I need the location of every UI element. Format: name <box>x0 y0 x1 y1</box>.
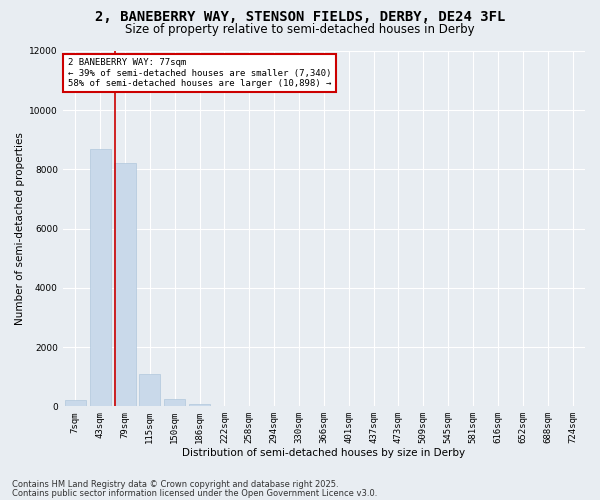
Text: 2, BANEBERRY WAY, STENSON FIELDS, DERBY, DE24 3FL: 2, BANEBERRY WAY, STENSON FIELDS, DERBY,… <box>95 10 505 24</box>
X-axis label: Distribution of semi-detached houses by size in Derby: Distribution of semi-detached houses by … <box>182 448 466 458</box>
Text: Size of property relative to semi-detached houses in Derby: Size of property relative to semi-detach… <box>125 22 475 36</box>
Bar <box>89 148 110 406</box>
Text: Contains public sector information licensed under the Open Government Licence v3: Contains public sector information licen… <box>12 488 377 498</box>
Y-axis label: Number of semi-detached properties: Number of semi-detached properties <box>15 132 25 325</box>
Text: Contains HM Land Registry data © Crown copyright and database right 2025.: Contains HM Land Registry data © Crown c… <box>12 480 338 489</box>
Bar <box>65 400 86 406</box>
Text: 2 BANEBERRY WAY: 77sqm
← 39% of semi-detached houses are smaller (7,340)
58% of : 2 BANEBERRY WAY: 77sqm ← 39% of semi-det… <box>68 58 331 88</box>
Bar <box>189 404 210 406</box>
Bar <box>164 399 185 406</box>
Bar <box>115 164 136 406</box>
Bar <box>139 374 160 406</box>
